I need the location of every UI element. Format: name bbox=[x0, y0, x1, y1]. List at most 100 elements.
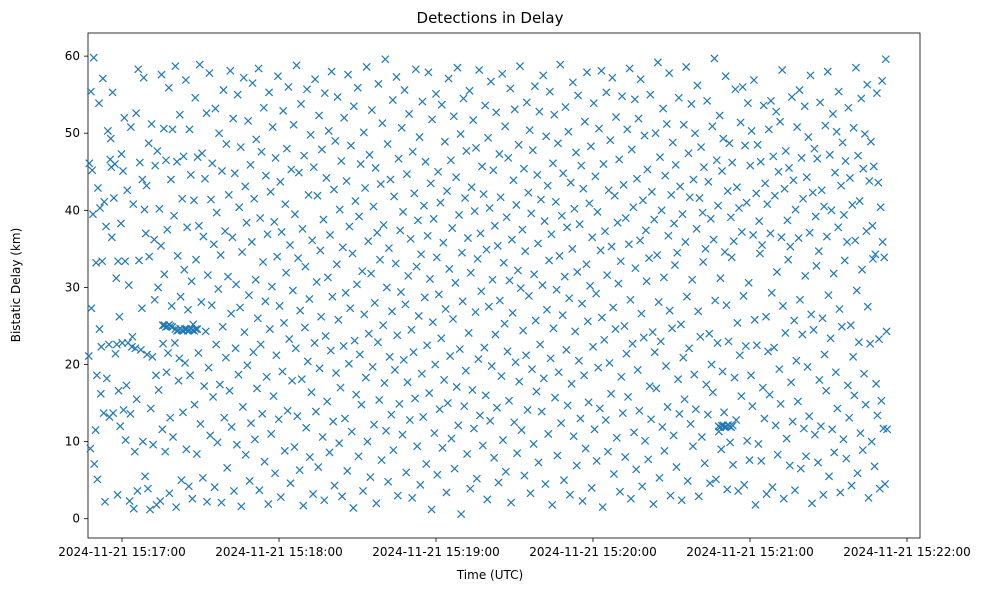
data-point bbox=[183, 223, 192, 232]
y-axis: 0 10 20 30 40 50 60 bbox=[65, 49, 88, 526]
data-point bbox=[256, 214, 265, 223]
data-point bbox=[487, 362, 496, 371]
data-point bbox=[246, 419, 256, 428]
data-point bbox=[691, 405, 700, 414]
data-point bbox=[783, 216, 792, 225]
data-point bbox=[430, 429, 439, 438]
data-point bbox=[607, 242, 616, 251]
data-point bbox=[323, 273, 332, 282]
data-point bbox=[521, 351, 531, 360]
data-point bbox=[501, 122, 510, 131]
data-point bbox=[687, 99, 696, 108]
data-point bbox=[198, 149, 207, 158]
data-point bbox=[240, 328, 249, 337]
data-point bbox=[612, 433, 621, 442]
data-point bbox=[418, 97, 427, 106]
data-point bbox=[871, 250, 880, 259]
data-point bbox=[847, 481, 856, 490]
data-point bbox=[488, 275, 497, 284]
data-point bbox=[235, 303, 245, 312]
data-point bbox=[843, 237, 852, 246]
data-point bbox=[227, 422, 236, 432]
data-point bbox=[386, 175, 395, 184]
data-point bbox=[289, 120, 298, 129]
data-point bbox=[763, 200, 772, 209]
data-point bbox=[770, 191, 779, 200]
data-point bbox=[511, 358, 520, 367]
data-point bbox=[860, 369, 869, 378]
data-point bbox=[544, 429, 553, 438]
data-point bbox=[154, 385, 163, 394]
data-point bbox=[839, 435, 848, 444]
data-point bbox=[516, 284, 525, 293]
data-point bbox=[320, 496, 329, 505]
data-point bbox=[189, 196, 198, 205]
data-point bbox=[132, 109, 141, 118]
data-point bbox=[606, 136, 615, 145]
data-point bbox=[401, 300, 410, 309]
data-point bbox=[256, 340, 265, 349]
data-point bbox=[115, 312, 124, 321]
data-point bbox=[720, 247, 729, 256]
data-point bbox=[114, 386, 123, 395]
data-point bbox=[306, 130, 315, 139]
chart-title: Detections in Delay bbox=[417, 9, 564, 27]
data-point bbox=[277, 227, 286, 236]
data-point bbox=[427, 505, 436, 514]
data-point bbox=[845, 413, 854, 422]
data-point bbox=[646, 90, 655, 99]
data-point bbox=[214, 284, 223, 293]
data-point bbox=[654, 298, 663, 307]
data-point bbox=[582, 68, 592, 77]
data-point bbox=[669, 431, 678, 440]
data-point bbox=[557, 419, 566, 428]
data-point bbox=[685, 344, 694, 353]
data-point bbox=[221, 227, 230, 236]
data-point bbox=[461, 366, 470, 375]
data-point bbox=[601, 416, 610, 425]
data-point bbox=[681, 237, 690, 246]
data-point bbox=[223, 272, 232, 281]
data-point bbox=[693, 81, 702, 90]
data-point bbox=[250, 194, 259, 203]
data-point bbox=[751, 500, 760, 509]
data-point bbox=[484, 302, 493, 311]
data-point bbox=[530, 82, 539, 91]
data-point bbox=[89, 53, 98, 62]
data-point bbox=[403, 378, 412, 387]
data-point bbox=[456, 129, 465, 139]
data-point bbox=[238, 402, 247, 411]
data-point bbox=[439, 238, 448, 247]
data-point bbox=[539, 374, 548, 383]
data-point bbox=[347, 427, 356, 436]
data-point bbox=[590, 425, 599, 434]
data-point bbox=[603, 271, 612, 280]
data-point bbox=[108, 88, 117, 97]
data-point bbox=[396, 288, 405, 297]
data-point bbox=[795, 295, 805, 304]
data-point bbox=[842, 454, 851, 463]
data-point bbox=[508, 308, 517, 317]
data-point bbox=[217, 166, 226, 176]
data-point bbox=[236, 143, 245, 152]
data-point bbox=[423, 231, 432, 240]
data-point bbox=[212, 340, 221, 349]
data-point bbox=[220, 413, 229, 422]
data-point bbox=[275, 301, 284, 310]
data-point bbox=[234, 370, 243, 379]
data-point bbox=[863, 80, 872, 89]
data-point bbox=[244, 116, 253, 125]
data-point bbox=[650, 215, 659, 224]
data-point bbox=[448, 315, 458, 324]
data-point bbox=[296, 99, 306, 108]
data-point bbox=[742, 198, 751, 207]
data-point bbox=[92, 258, 101, 267]
data-point bbox=[151, 371, 161, 380]
data-point bbox=[298, 224, 307, 233]
data-point bbox=[257, 147, 266, 156]
data-point bbox=[619, 180, 628, 189]
data-point bbox=[310, 338, 319, 347]
data-point bbox=[405, 416, 414, 425]
data-point bbox=[395, 399, 404, 408]
data-point bbox=[446, 156, 455, 165]
